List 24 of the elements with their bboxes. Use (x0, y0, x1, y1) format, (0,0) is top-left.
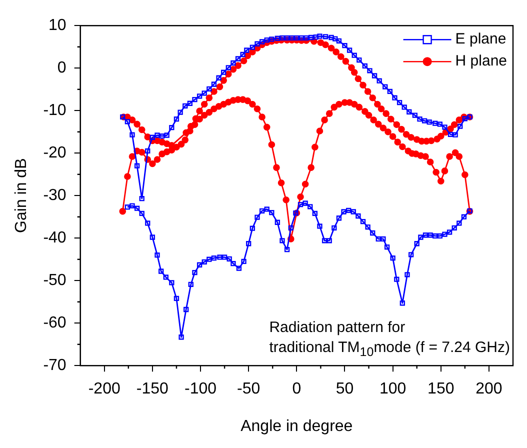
x-tick-label: 150 (428, 380, 454, 398)
annotation: Radiation pattern for (269, 318, 406, 338)
x-tick-label: -150 (136, 380, 169, 398)
x-tick-label: 50 (336, 380, 354, 398)
x-tick-label: -100 (184, 380, 217, 398)
y-tick-label: -10 (43, 102, 66, 120)
y-tick-label: -70 (43, 357, 66, 374)
annotation: traditional TM$_{10}$mode (f = 7.24 GHz) (269, 338, 510, 361)
x-tick-label: -50 (237, 380, 260, 398)
x-axis-title: Angle in degree (240, 418, 353, 435)
legend-label: H plane (455, 52, 507, 70)
legend-label: E plane (455, 30, 506, 48)
x-tick-label: 100 (379, 380, 406, 398)
y-tick-label: -40 (43, 230, 66, 247)
y-tick-label: -30 (43, 187, 66, 204)
x-tick-label: 200 (476, 380, 502, 398)
y-axis-title: Gain in dB (13, 158, 30, 233)
y-tick-label: -60 (43, 314, 66, 332)
x-tick-label: -200 (88, 380, 120, 398)
y-tick-label: -50 (43, 272, 66, 290)
y-tick-label: 10 (48, 17, 66, 34)
x-tick-label: 0 (292, 380, 302, 398)
y-tick-label: -20 (43, 144, 66, 162)
y-tick-label: 0 (57, 60, 66, 77)
